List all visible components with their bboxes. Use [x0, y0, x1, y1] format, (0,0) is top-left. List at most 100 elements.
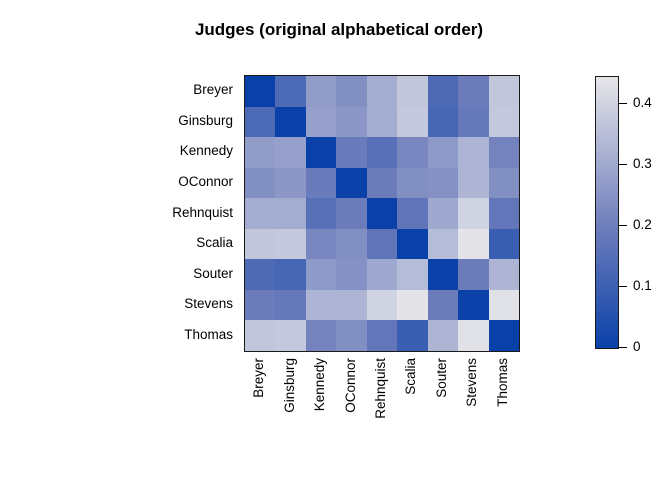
heatmap-cell-Thomas-OConnor — [336, 320, 367, 351]
x-axis-label-Breyer: Breyer — [251, 358, 267, 398]
colorbar-tick-0.4 — [618, 103, 627, 105]
heatmap-cell-OConnor-Rehnquist — [366, 167, 398, 199]
heatmap-cell-Thomas-Thomas — [488, 320, 519, 351]
heatmap-cell-Scalia-OConnor — [336, 228, 367, 260]
heatmap-cell-Rehnquist-Scalia — [397, 198, 428, 229]
heatmap-cell-Souter-Thomas — [488, 259, 519, 290]
colorbar-tick-0 — [618, 347, 627, 348]
x-axis-label-Kennedy: Kennedy — [312, 358, 328, 412]
heatmap-cell-Souter-OConnor — [336, 259, 367, 290]
x-axis-label-Rehnquist: Rehnquist — [373, 358, 388, 419]
heatmap-cell-Breyer-Kennedy — [305, 76, 337, 107]
heatmap-cell-Kennedy-Thomas — [488, 137, 519, 168]
x-axis-label-Scalia: Scalia — [403, 358, 419, 395]
heatmap-cell-Rehnquist-Breyer — [245, 198, 276, 229]
colorbar-tick-0.1 — [618, 286, 627, 288]
y-axis-label-OConnor: OConnor — [178, 173, 233, 189]
y-axis-label-Scalia: Scalia — [196, 235, 233, 251]
chart-title: Judges (original alphabetical order) — [194, 20, 484, 39]
heatmap-cell-Breyer-Rehnquist — [366, 76, 398, 107]
colorbar-tick-label-0: 0 — [633, 339, 641, 354]
y-axis-label-Ginsburg: Ginsburg — [178, 112, 233, 128]
colorbar — [595, 76, 619, 349]
heatmap-cell-OConnor-Breyer — [245, 167, 276, 199]
heatmap-cell-Souter-Ginsburg — [275, 259, 306, 290]
heatmap-cell-Thomas-Rehnquist — [366, 320, 398, 351]
heatmap-cell-OConnor-Souter — [427, 167, 459, 199]
y-axis-label-Thomas: Thomas — [184, 326, 233, 342]
heatmap-cell-Stevens-Scalia — [397, 289, 428, 321]
heatmap-cell-Ginsburg-Souter — [427, 106, 459, 138]
heatmap-cell-Stevens-OConnor — [336, 289, 367, 321]
heatmap-cell-Ginsburg-Ginsburg — [275, 106, 306, 138]
heatmap-cell-OConnor-Stevens — [458, 167, 489, 199]
heatmap-cell-Ginsburg-Kennedy — [305, 106, 337, 138]
heatmap-cell-Thomas-Kennedy — [305, 320, 337, 351]
colorbar-tick-label-0.4: 0.4 — [633, 95, 652, 111]
heatmap-cell-Stevens-Breyer — [245, 289, 276, 321]
heatmap-cell-Breyer-Thomas — [488, 76, 519, 107]
heatmap-cell-Scalia-Thomas — [488, 228, 519, 260]
heatmap-cell-Rehnquist-Rehnquist — [366, 198, 398, 229]
heatmap-cell-Souter-Breyer — [245, 259, 276, 290]
heatmap-cell-Ginsburg-Thomas — [488, 106, 519, 138]
heatmap-cell-OConnor-Scalia — [397, 167, 428, 199]
x-axis-label-OConnor: OConnor — [342, 358, 358, 413]
heatmap-cell-Thomas-Souter — [427, 320, 459, 351]
heatmap-cell-Stevens-Thomas — [488, 289, 519, 321]
heatmap-cell-Scalia-Ginsburg — [275, 228, 306, 260]
heatmap-cell-Rehnquist-Thomas — [488, 198, 519, 229]
heatmap-cell-Kennedy-Ginsburg — [275, 137, 306, 168]
colorbar-tick-label-0.1: 0.1 — [633, 278, 652, 294]
heatmap-cell-Souter-Scalia — [397, 259, 428, 290]
heatmap-cell-Ginsburg-Scalia — [397, 106, 428, 138]
heatmap-cell-Souter-Stevens — [458, 259, 489, 290]
heatmap-cell-Scalia-Scalia — [397, 228, 428, 260]
heatmap-cell-Souter-Souter — [427, 259, 459, 290]
y-axis-label-Stevens: Stevens — [184, 296, 233, 312]
heatmap-cell-Scalia-Souter — [427, 228, 459, 260]
colorbar-tick-label-0.3: 0.3 — [633, 156, 652, 172]
heatmap-cell-Ginsburg-OConnor — [336, 106, 367, 138]
heatmap-cell-Ginsburg-Rehnquist — [366, 106, 398, 138]
heatmap-cell-Scalia-Breyer — [245, 228, 276, 260]
heatmap-cell-Scalia-Kennedy — [305, 228, 337, 260]
heatmap-cell-OConnor-Kennedy — [305, 167, 337, 199]
x-axis-label-Stevens: Stevens — [464, 358, 480, 407]
y-axis-label-Breyer: Breyer — [193, 82, 233, 98]
heatmap-cell-Breyer-Breyer — [245, 76, 276, 107]
heatmap-cell-Rehnquist-Kennedy — [305, 198, 337, 229]
x-axis-label-Thomas: Thomas — [494, 358, 510, 407]
y-axis-label-Kennedy: Kennedy — [179, 143, 233, 159]
heatmap-cell-OConnor-Ginsburg — [275, 167, 306, 199]
heatmap-cell-Stevens-Stevens — [458, 289, 489, 321]
colorbar-tick-0.2 — [618, 225, 627, 227]
heatmap-cell-Stevens-Kennedy — [305, 289, 337, 321]
heatmap-cell-Breyer-Scalia — [397, 76, 428, 107]
heatmap-cell-Breyer-Ginsburg — [275, 76, 306, 107]
heatmap-cell-Kennedy-OConnor — [336, 137, 367, 168]
heatmap-cell-Thomas-Breyer — [245, 320, 276, 351]
heatmap-cell-Kennedy-Stevens — [458, 137, 489, 168]
heatmap-cell-Kennedy-Rehnquist — [366, 137, 398, 168]
y-axis-label-Souter: Souter — [193, 265, 233, 281]
heatmap-cell-Ginsburg-Stevens — [458, 106, 489, 138]
heatmap-cell-Souter-Rehnquist — [366, 259, 398, 290]
y-axis-label-Rehnquist: Rehnquist — [172, 204, 233, 220]
heatmap-cell-Thomas-Ginsburg — [275, 320, 306, 351]
heatmap-cell-Stevens-Ginsburg — [275, 289, 306, 321]
heatmap-cell-OConnor-OConnor — [336, 167, 367, 199]
heatmap-cell-Thomas-Stevens — [458, 320, 489, 351]
heatmap-cell-Breyer-OConnor — [336, 76, 367, 107]
heatmap-cell-Ginsburg-Breyer — [245, 106, 276, 138]
heatmap-cell-Rehnquist-OConnor — [336, 198, 367, 229]
heatmap-cell-Thomas-Scalia — [397, 320, 428, 351]
heatmap-cell-Rehnquist-Stevens — [458, 198, 489, 229]
heatmap-cell-Breyer-Stevens — [458, 76, 489, 107]
heatmap-cell-Scalia-Stevens — [458, 228, 489, 260]
heatmap-cell-Rehnquist-Ginsburg — [275, 198, 306, 229]
heatmap-cell-OConnor-Thomas — [488, 167, 519, 199]
heatmap-cell-Breyer-Souter — [427, 76, 459, 107]
heatmap-cell-Kennedy-Kennedy — [305, 137, 337, 168]
